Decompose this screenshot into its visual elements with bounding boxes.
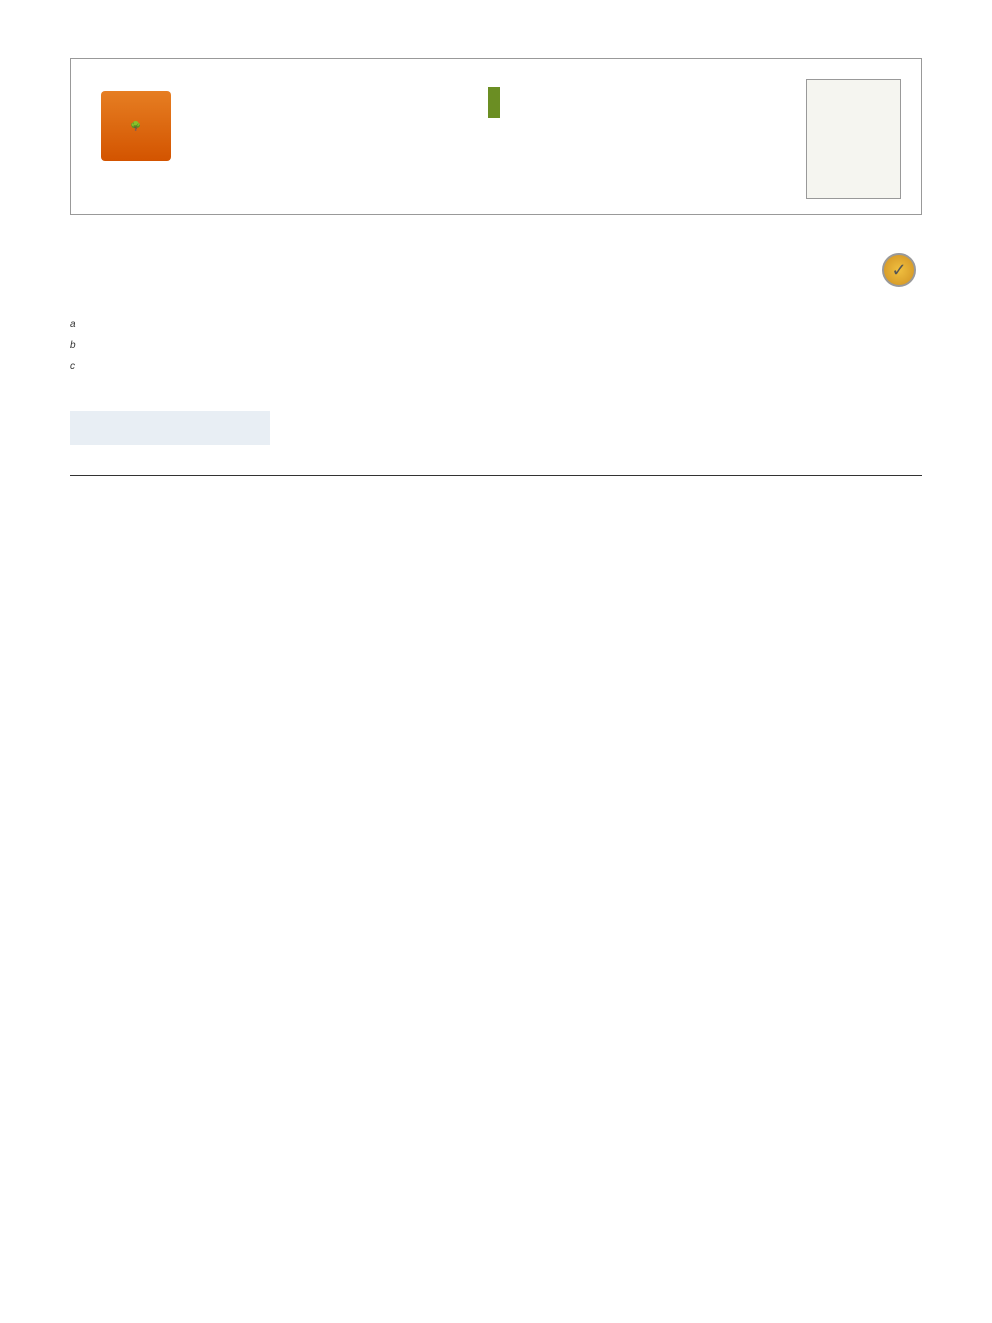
keywords-box (70, 411, 270, 445)
footer-divider (70, 475, 922, 476)
sd-direct (488, 87, 500, 118)
crossmark-icon: ✓ (882, 253, 916, 287)
affiliation-b: b (70, 338, 922, 359)
sciencedirect-logo (201, 89, 786, 117)
header-center (201, 79, 786, 137)
affiliation-a: a (70, 317, 922, 338)
abstract (300, 411, 922, 445)
journal-cover-thumbnail (806, 79, 901, 199)
elsevier-tree-icon: 🌳 (101, 91, 171, 161)
body-columns (70, 411, 922, 445)
journal-header-box: 🌳 (70, 58, 922, 215)
title-row: ✓ (70, 245, 922, 287)
affiliation-c: c (70, 359, 922, 380)
elsevier-logo: 🌳 (91, 79, 181, 179)
affiliations: a b c (70, 317, 922, 381)
page-container: 🌳 ✓ a b c (0, 0, 992, 532)
crossmark-badge[interactable]: ✓ (882, 253, 922, 287)
